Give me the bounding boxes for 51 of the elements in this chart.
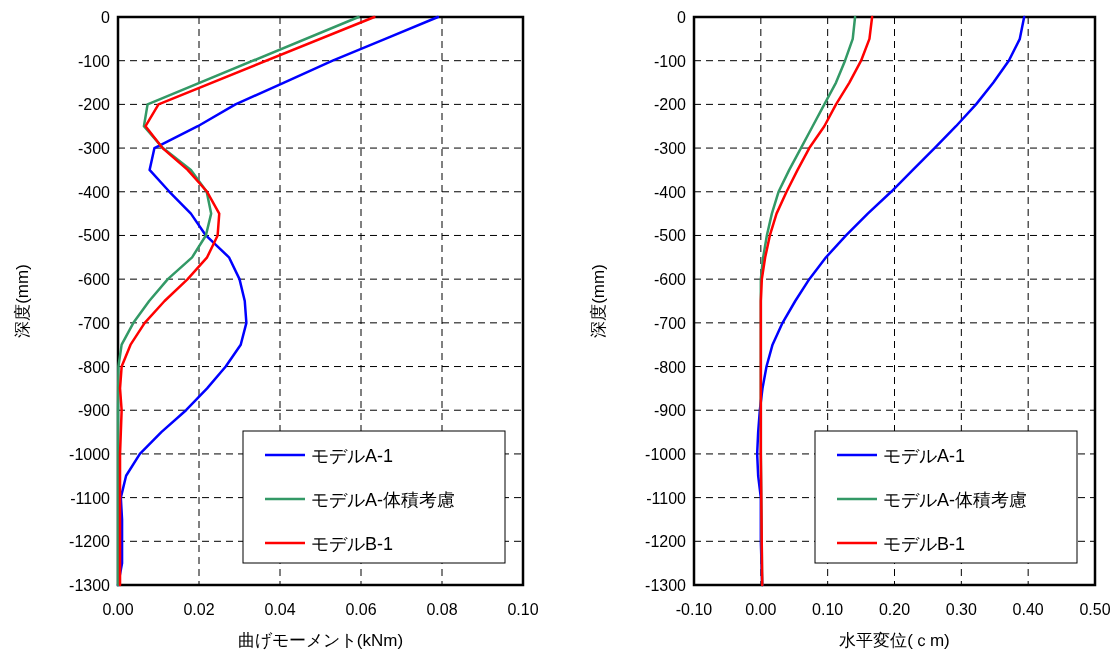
y-tick-label: -100 (77, 52, 111, 70)
legend-label: モデルA-1 (883, 446, 966, 466)
x-tick-label: 0.10 (812, 601, 844, 618)
y-tick-label: -700 (77, 314, 111, 332)
y-tick-label: -1300 (645, 577, 687, 594)
x-tick-label: 0.02 (183, 601, 215, 618)
x-tick-label: 0.30 (945, 601, 978, 618)
y-tick-label: -300 (653, 140, 687, 158)
x-tick-label: 0.00 (745, 601, 777, 618)
x-tick-label: 0.40 (1012, 601, 1044, 618)
y-tick-label: -400 (653, 183, 687, 201)
y-tick-label: -1300 (69, 577, 111, 594)
y-tick-label: -1000 (69, 445, 111, 463)
y-tick-label: -800 (77, 358, 111, 376)
x-tick-label: 0.04 (264, 601, 296, 618)
y-axis-title: 深度(mm) (13, 264, 32, 338)
legend-label: モデルB-1 (311, 534, 394, 554)
x-axis-title: 水平変位(ｃm) (839, 631, 950, 650)
y-tick-label: -600 (653, 271, 687, 289)
y-tick-label: -500 (77, 227, 111, 245)
y-tick-label: 0 (677, 9, 687, 26)
legend-label: モデルA-1 (311, 446, 394, 466)
y-tick-label: -800 (653, 358, 687, 376)
x-tick-label: -0.10 (675, 601, 713, 618)
x-tick-label: 0.50 (1079, 601, 1111, 618)
y-tick-label: -100 (653, 52, 687, 70)
y-tick-label: -700 (653, 314, 687, 332)
y-axis-title: 深度(mm) (589, 264, 608, 338)
x-tick-label: 0.20 (878, 601, 911, 618)
y-tick-label: -200 (77, 96, 111, 114)
legend-label: モデルA-体積考慮 (883, 490, 1027, 510)
y-tick-label: -1200 (69, 533, 111, 551)
x-axis-title: 曲げモーメント(kNm) (237, 631, 404, 650)
x-tick-label: 0.08 (426, 601, 458, 618)
y-tick-label: -900 (77, 402, 111, 420)
y-tick-label: -1100 (646, 489, 687, 507)
legend-label: モデルB-1 (883, 534, 966, 554)
y-tick-label: 0 (101, 9, 111, 26)
y-tick-label: -500 (653, 227, 687, 245)
y-tick-label: -900 (653, 402, 687, 420)
x-tick-label: 0.10 (507, 601, 539, 618)
y-tick-label: -400 (77, 183, 111, 201)
y-tick-label: -600 (77, 271, 111, 289)
x-tick-label: 0.06 (345, 601, 377, 618)
x-tick-label: 0.00 (102, 601, 134, 618)
legend-label: モデルA-体積考慮 (311, 490, 455, 510)
y-tick-label: -1100 (70, 489, 111, 507)
y-tick-label: -1200 (645, 533, 687, 551)
y-tick-label: -300 (77, 140, 111, 158)
y-tick-label: -1000 (645, 445, 687, 463)
y-tick-label: -200 (653, 96, 687, 114)
